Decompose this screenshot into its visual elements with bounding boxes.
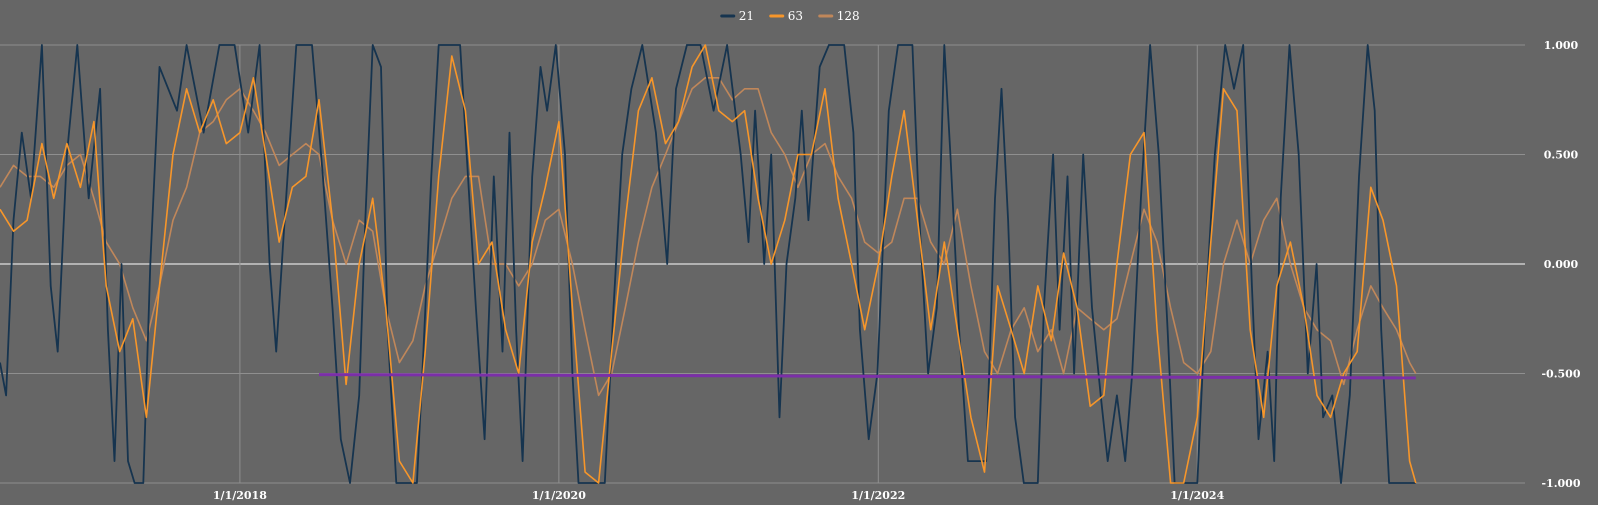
- legend-label-21: 21: [739, 9, 754, 23]
- series-line-21: [0, 44, 1416, 484]
- chart-grid: [0, 44, 1525, 484]
- reference-lines: [318, 373, 1416, 380]
- x-axis: 1/1/2018 1/1/2020 1/1/2022 1/1/2024: [213, 489, 1225, 502]
- x-tick-label: 1/1/2020: [532, 489, 586, 502]
- reference-line: [318, 373, 1416, 380]
- chart-legend: 21 63 128: [720, 9, 860, 23]
- x-tick-label: 1/1/2024: [1170, 489, 1224, 502]
- legend-label-63: 63: [788, 9, 803, 23]
- chart-series: [0, 44, 1417, 484]
- y-tick-label: -0.500: [1541, 368, 1580, 381]
- y-tick-label: 1.000: [1544, 39, 1579, 52]
- x-tick-label: 1/1/2022: [851, 489, 905, 502]
- y-tick-label: 0.500: [1544, 149, 1579, 162]
- y-tick-label: -1.000: [1541, 477, 1580, 490]
- legend-label-128: 128: [837, 9, 860, 23]
- y-axis: 1.000 0.500 0.000 -0.500 -1.000: [1541, 39, 1580, 490]
- x-tick-label: 1/1/2018: [213, 489, 267, 502]
- y-tick-label: 0.000: [1544, 258, 1579, 271]
- series-line-63: [0, 44, 1417, 484]
